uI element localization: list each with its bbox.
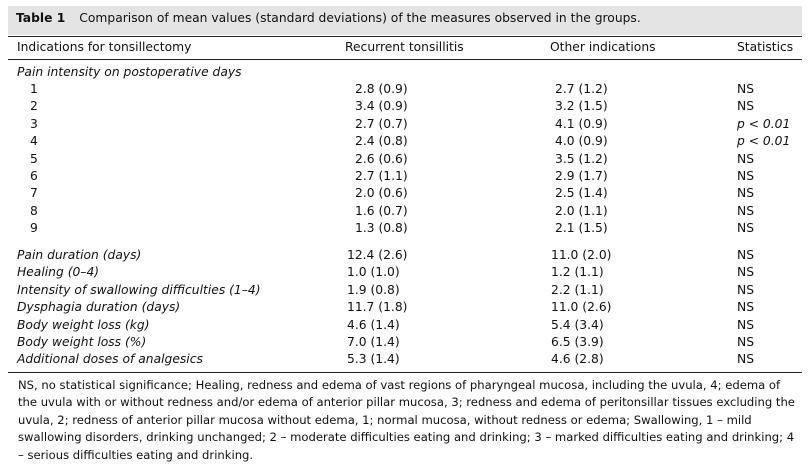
cell-statistics: NS: [737, 300, 755, 315]
cell-statistics: p < 0.01: [737, 116, 791, 131]
cell-statistics: NS: [737, 221, 755, 236]
cell-other: 2.7 (1.2): [555, 82, 608, 96]
cell-other: 2.5 (1.4): [555, 186, 608, 201]
cell-other: 1.2 (1.1): [551, 265, 604, 280]
header-indications: Indications for tonsillectomy: [17, 40, 192, 54]
cell-other: 4.0 (0.9): [555, 134, 608, 149]
cell-recurrent: 1.6 (0.7): [355, 203, 408, 218]
row-day-label: 4: [30, 134, 38, 149]
cell-statistics: NS: [737, 352, 755, 367]
cell-statistics: p < 0.01: [737, 134, 791, 149]
section-title: Pain intensity on postoperative days: [17, 65, 242, 79]
cell-recurrent: 2.4 (0.8): [355, 134, 408, 149]
row-measure-label: Body weight loss (%): [17, 335, 147, 349]
rule-header: [8, 59, 802, 60]
row-day-label: 3: [30, 116, 38, 131]
cell-recurrent: 7.0 (1.4): [347, 335, 400, 349]
cell-other: 4.1 (0.9): [555, 116, 608, 131]
cell-recurrent: 1.0 (1.0): [347, 265, 400, 280]
rule-bottom: [8, 372, 802, 373]
row-day-label: 1: [30, 82, 38, 96]
cell-other: 6.5 (3.9): [551, 335, 604, 349]
row-measure-label: Dysphagia duration (days): [17, 300, 181, 315]
cell-statistics: NS: [737, 248, 755, 262]
table-title-bar: [8, 6, 802, 35]
cell-other: 3.2 (1.5): [555, 99, 608, 114]
cell-other: 5.4 (3.4): [551, 317, 604, 332]
cell-other: 2.9 (1.7): [555, 169, 608, 183]
cell-recurrent: 4.6 (1.4): [347, 317, 400, 332]
header-statistics: Statistics: [737, 40, 794, 54]
cell-recurrent: 3.4 (0.9): [355, 99, 408, 114]
row-day-label: 8: [30, 203, 38, 218]
cell-other: 2.0 (1.1): [555, 203, 608, 218]
cell-statistics: NS: [737, 169, 755, 183]
cell-statistics: NS: [737, 151, 755, 166]
cell-other: 3.5 (1.2): [555, 151, 608, 166]
cell-other: 11.0 (2.0): [551, 248, 612, 262]
cell-other: 4.6 (2.8): [551, 352, 604, 367]
rule-top: [8, 36, 802, 37]
cell-statistics: NS: [737, 265, 755, 280]
header-recurrent: Recurrent tonsillitis: [345, 40, 464, 54]
cell-recurrent: 5.3 (1.4): [347, 352, 400, 367]
cell-recurrent: 2.7 (0.7): [355, 116, 408, 131]
cell-other: 11.0 (2.6): [551, 300, 612, 315]
table-footnote: NS, no statistical significance; Healing…: [18, 378, 795, 462]
row-measure-label: Additional doses of analgesics: [17, 352, 203, 367]
cell-statistics: NS: [737, 335, 755, 349]
cell-recurrent: 2.8 (0.9): [355, 82, 408, 96]
header-other: Other indications: [550, 40, 656, 54]
cell-recurrent: 11.7 (1.8): [347, 300, 408, 315]
row-day-label: 9: [30, 221, 38, 236]
row-day-label: 2: [30, 99, 38, 114]
cell-recurrent: 12.4 (2.6): [347, 248, 408, 262]
row-measure-label: Pain duration (days): [17, 248, 142, 262]
cell-statistics: NS: [737, 99, 755, 114]
cell-recurrent: 1.3 (0.8): [355, 221, 408, 236]
cell-recurrent: 1.9 (0.8): [347, 282, 400, 297]
cell-statistics: NS: [737, 282, 755, 297]
cell-statistics: NS: [737, 82, 755, 96]
cell-recurrent: 2.6 (0.6): [355, 151, 408, 166]
row-measure-label: Healing (0–4): [17, 265, 100, 280]
row-day-label: 6: [30, 169, 38, 183]
cell-statistics: NS: [737, 203, 755, 218]
cell-recurrent: 2.0 (0.6): [355, 186, 408, 201]
cell-statistics: NS: [737, 317, 755, 332]
cell-other: 2.2 (1.1): [551, 282, 604, 297]
row-measure-label: Body weight loss (kg): [17, 317, 150, 332]
row-measure-label: Intensity of swallowing difficulties (1–…: [17, 282, 261, 297]
cell-other: 2.1 (1.5): [555, 221, 608, 236]
cell-statistics: NS: [737, 186, 755, 201]
table-caption: Comparison of mean values (standard devi…: [79, 11, 641, 25]
cell-recurrent: 2.7 (1.1): [355, 169, 408, 183]
table-title: Table 1 Comparison of mean values (standa…: [16, 11, 641, 25]
row-day-label: 7: [30, 186, 38, 201]
row-day-label: 5: [30, 151, 38, 166]
table-label: Table 1: [16, 11, 66, 25]
